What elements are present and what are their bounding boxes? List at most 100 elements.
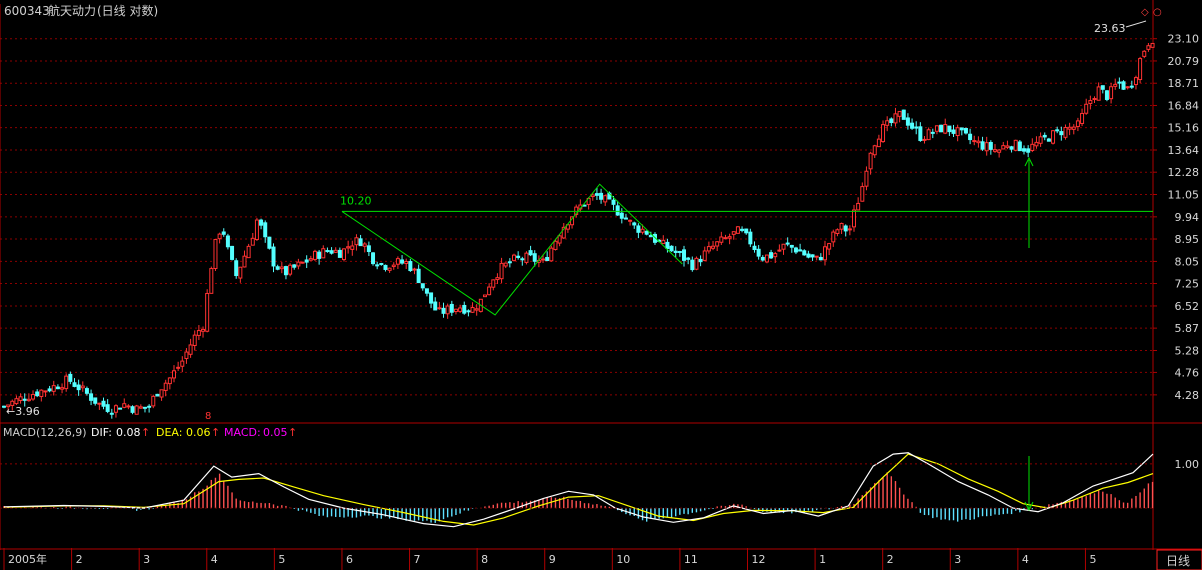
candle-body [76, 384, 81, 391]
marker-circle-icon[interactable]: ○ [1153, 7, 1162, 18]
candle-body [748, 231, 753, 245]
candle-body [719, 236, 724, 243]
macd-tick-label: 1.00 [1175, 458, 1200, 471]
candle-body [1030, 143, 1035, 151]
candle-body [209, 268, 214, 294]
candle-body [997, 149, 1002, 153]
candle-body [420, 283, 425, 289]
candle-body [623, 217, 628, 220]
time-tick-label: 2 [76, 553, 83, 566]
candle-body [1001, 145, 1006, 150]
candle-body [201, 328, 206, 332]
high-price-label: 23.63 [1094, 22, 1126, 35]
candle-body [346, 246, 351, 249]
price-tick-label: 23.10 [1168, 33, 1200, 46]
candle-body [321, 248, 326, 259]
stock-code: 600343 [4, 4, 50, 18]
dea-value: 0.06 [186, 426, 211, 439]
candle-body [1138, 58, 1143, 81]
candle-body [138, 406, 143, 409]
dif-arrow: ↑ [141, 426, 150, 439]
marker-diamond-icon[interactable]: ◇ [1141, 7, 1149, 18]
price-tick-label: 8.05 [1175, 255, 1200, 268]
candle-body [939, 124, 944, 133]
candle-body [230, 245, 235, 260]
candle-body [764, 254, 769, 263]
dif-line [3, 452, 1154, 528]
candle-body [271, 246, 276, 267]
macd-down-arrow [1024, 456, 1034, 512]
candle-body [574, 206, 579, 215]
candlestick-series[interactable] [2, 42, 1155, 419]
candle-body [980, 141, 985, 150]
dea-arrow: ↑ [211, 426, 220, 439]
macd-label: MACD: [224, 426, 261, 439]
candle-body [889, 118, 894, 124]
candle-body [740, 228, 745, 231]
candle-body [263, 222, 268, 238]
candle-body [172, 370, 177, 379]
candle-body [101, 400, 106, 407]
candle-body [798, 249, 803, 252]
candle-body [636, 225, 641, 233]
candle-body [196, 330, 201, 336]
price-tick-label: 7.25 [1175, 278, 1200, 291]
candle-body [6, 404, 11, 408]
candle-body [822, 246, 827, 261]
candle-body [802, 250, 807, 256]
candle-body [893, 113, 898, 124]
candle-body [180, 360, 185, 367]
candle-body [723, 237, 728, 240]
time-tick-label: 4 [1022, 553, 1029, 566]
candle-body [553, 240, 558, 250]
candle-body [545, 257, 550, 261]
time-tick-label: 5 [278, 553, 285, 566]
candle-body [283, 266, 288, 276]
candle-body [366, 245, 371, 253]
time-tick-label: 2005年 [8, 552, 47, 566]
candle-body [213, 238, 218, 269]
candle-body [972, 140, 977, 143]
candle-body [259, 219, 264, 226]
candle-body [590, 194, 595, 197]
candle-body [387, 267, 392, 271]
candle-body [499, 262, 504, 280]
candle-body [864, 170, 869, 187]
candle-body [1055, 129, 1060, 132]
candle-body [1075, 120, 1080, 127]
candle-body [818, 256, 823, 261]
candle-body [503, 262, 508, 267]
high-pointer [1125, 20, 1147, 28]
candle-body [246, 245, 251, 259]
candle-body [673, 250, 678, 254]
candle-body [205, 292, 210, 332]
candle-body [134, 405, 139, 415]
candle-body [677, 250, 682, 253]
candle-body [35, 391, 40, 397]
candle-body [968, 133, 973, 141]
candle-body [43, 390, 48, 393]
event-marker[interactable]: 8 [205, 411, 211, 422]
candle-body [151, 395, 156, 407]
candle-body [300, 261, 305, 264]
candle-body [1071, 126, 1076, 130]
candle-body [1009, 146, 1014, 150]
candle-body [395, 258, 400, 265]
candle-body [769, 252, 774, 259]
price-axis: 23.10 20.79 18.71 16.84 15.16 13.64 12.28 11.05… [1153, 33, 1199, 402]
candle-body [342, 248, 347, 261]
candle-body [167, 377, 172, 385]
time-axis: 2005年 2 3 4 5 6 7 8 9 10 11 12 1 2 3 4 5 [3, 548, 1096, 570]
candle-body [914, 126, 919, 129]
candle-body [897, 110, 902, 117]
macd-legend: MACD(12,26,9) DIF: 0.08 ↑ DEA: 0.06 ↑ MA… [3, 426, 297, 439]
price-tick-label: 20.79 [1168, 55, 1200, 68]
candle-body [947, 125, 952, 133]
period-button[interactable] [1156, 549, 1202, 570]
candle-body [1026, 148, 1031, 153]
time-tick-label: 11 [684, 553, 698, 566]
candle-body [603, 195, 608, 203]
candle-body [702, 250, 707, 261]
candle-body [507, 261, 512, 264]
